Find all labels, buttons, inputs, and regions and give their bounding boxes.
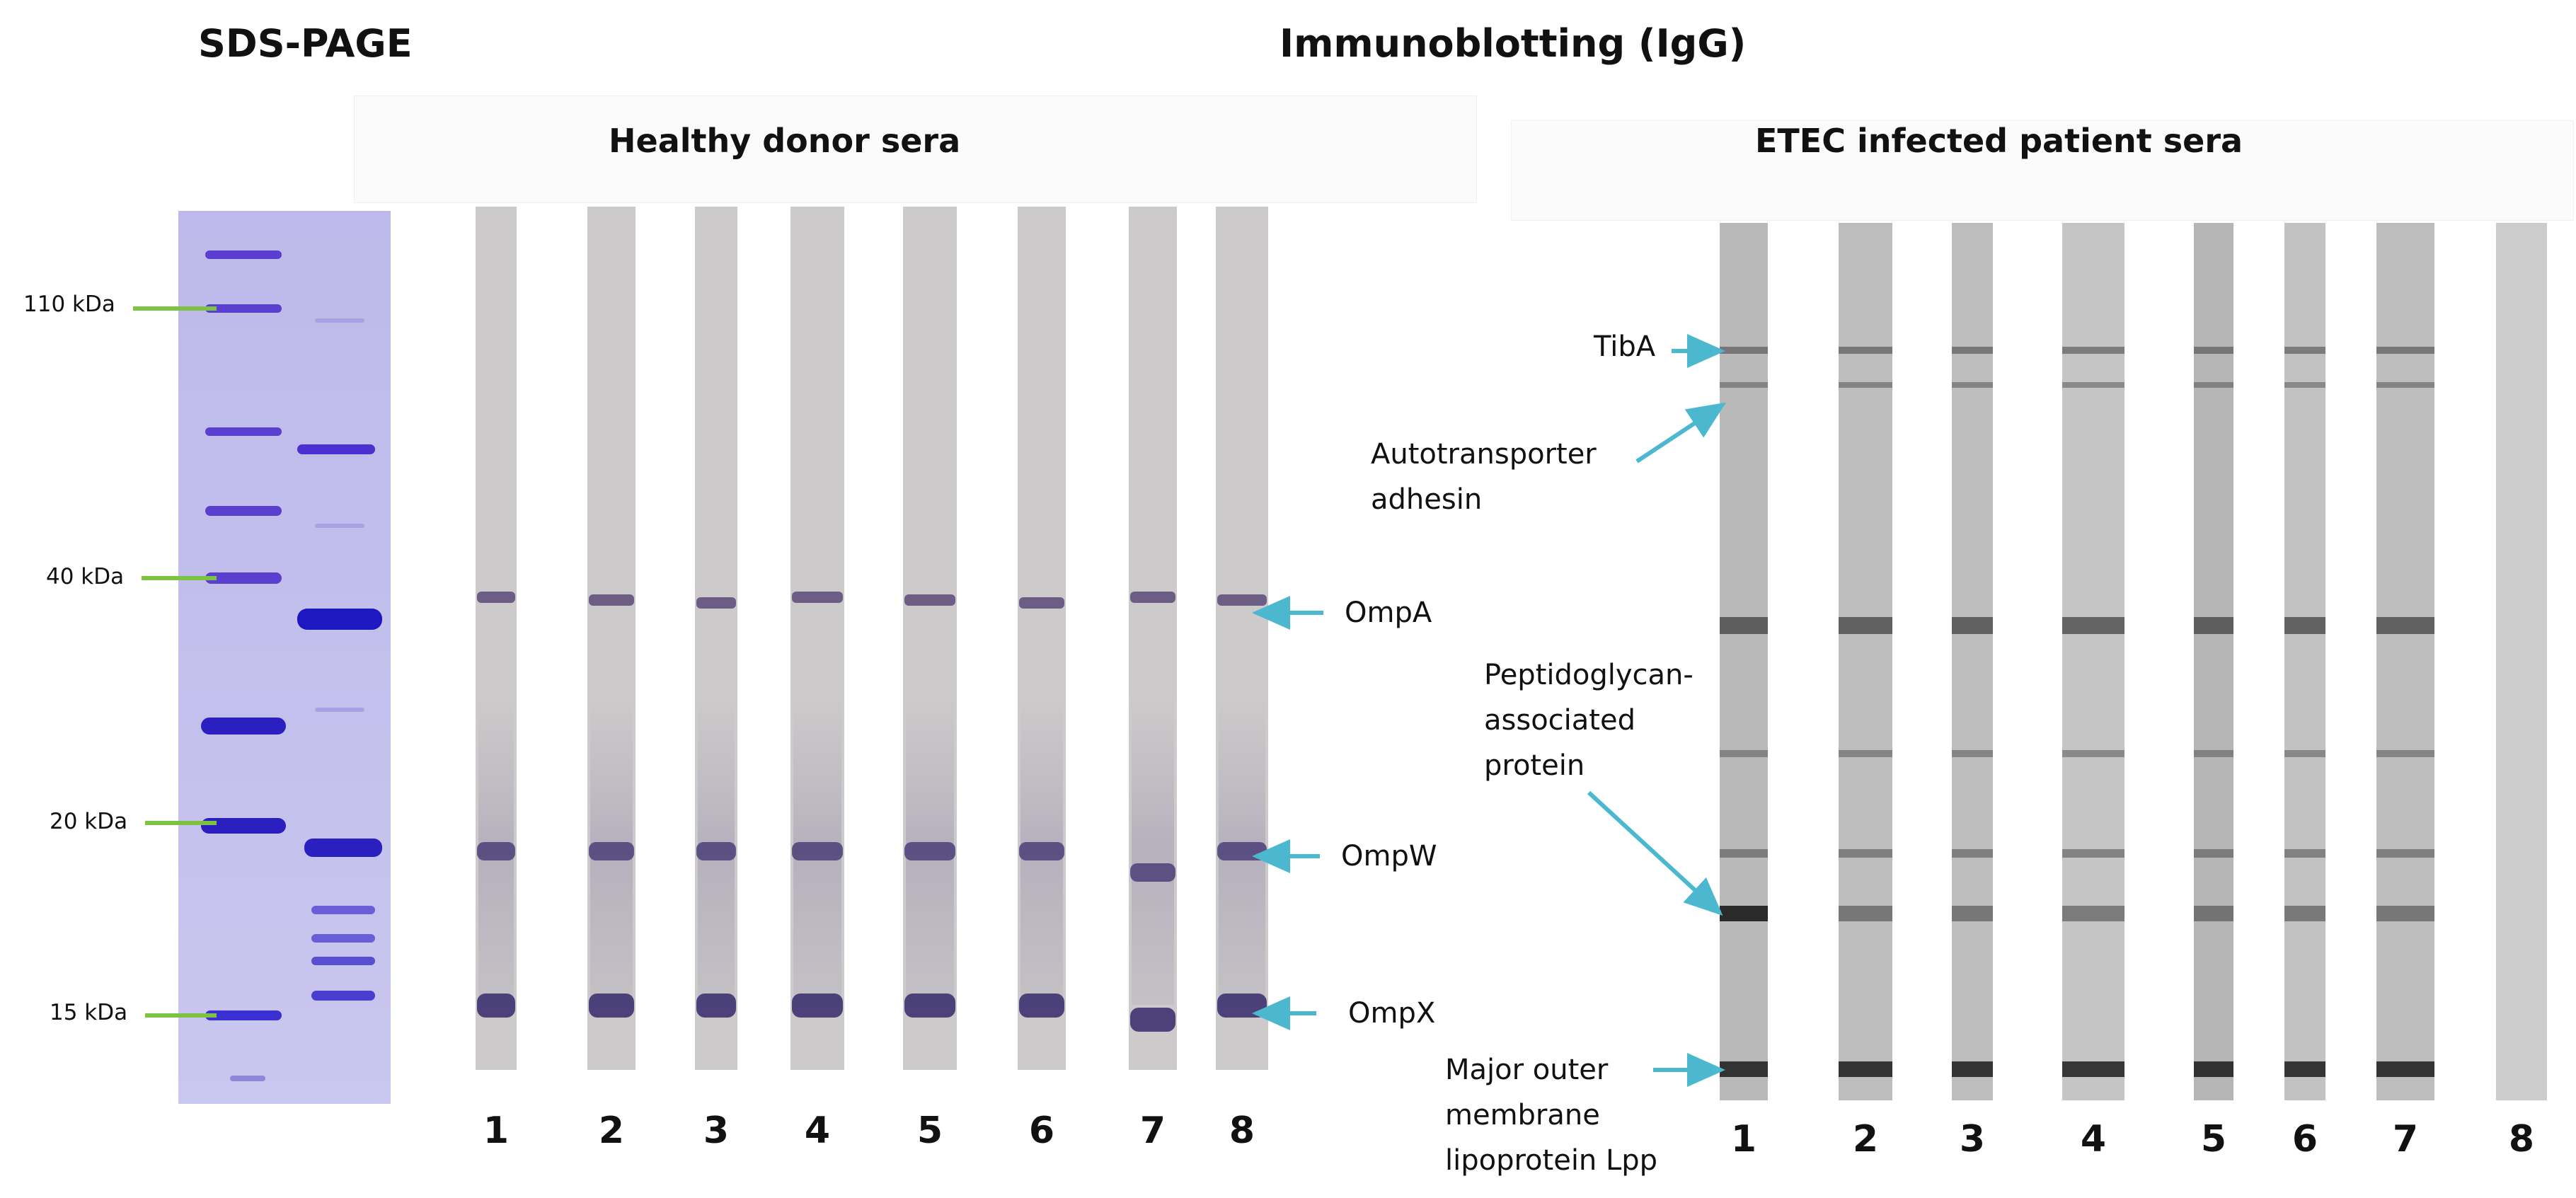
etec-strip: [1720, 223, 1768, 1100]
immunoblotting-title: Immunoblotting (IgG): [1280, 21, 1747, 66]
etec-strip: [2284, 223, 2325, 1100]
lane-number: 8: [1229, 1110, 1255, 1152]
marker-label-40: 40 kDa: [46, 564, 125, 589]
sds-page-title: SDS-PAGE: [198, 21, 413, 66]
healthy-strip: [1129, 207, 1177, 1070]
healthy-strip: [695, 207, 737, 1070]
lane-number: 7: [2392, 1118, 2419, 1160]
sds-gel: [133, 211, 391, 1104]
pal-label: Peptidoglycan- associated protein: [1484, 652, 1694, 788]
autotransporter-label: Autotransporter adhesin: [1371, 432, 1597, 522]
marker-label-15: 15 kDa: [50, 1000, 128, 1025]
ompw-label: OmpW: [1341, 840, 1437, 872]
healthy-strip: [790, 207, 844, 1070]
etec-strip: [2194, 223, 2233, 1100]
healthy-strip: [1018, 207, 1066, 1070]
lane-number: 6: [2292, 1118, 2318, 1160]
etec-header-panel: [1511, 120, 2574, 221]
callout-arrows: [1252, 334, 1727, 1087]
etec-strip: [1952, 223, 1993, 1100]
lane-number: 4: [2080, 1118, 2107, 1160]
healthy-strip: [587, 207, 636, 1070]
lpp-label: Major outer membrane lipoprotein Lpp: [1445, 1047, 1657, 1183]
etec-strip: [2376, 223, 2434, 1100]
marker-label-110: 110 kDa: [23, 292, 115, 317]
lpp-line1: Major outer: [1445, 1054, 1609, 1086]
lane-number: 2: [598, 1110, 625, 1152]
lane-number: 3: [703, 1110, 730, 1152]
pal-line1: Peptidoglycan-: [1484, 659, 1694, 691]
autotransporter-line1: Autotransporter: [1371, 438, 1597, 471]
marker-lines: [133, 306, 217, 1018]
pal-arrow: [1587, 790, 1723, 916]
lpp-line2: membrane: [1445, 1099, 1600, 1131]
healthy-strips: [476, 207, 1268, 1070]
lane-number: 8: [2508, 1118, 2535, 1160]
lane-number: 2: [1852, 1118, 1879, 1160]
marker-label-20: 20 kDa: [50, 809, 128, 834]
lane-number: 6: [1028, 1110, 1055, 1152]
lane-number: 5: [2200, 1118, 2227, 1160]
lane-number: 1: [1730, 1118, 1757, 1160]
autotransporter-arrow: [1635, 402, 1727, 463]
ompa-label: OmpA: [1345, 597, 1432, 629]
sample-lane-bands: [297, 318, 382, 1001]
healthy-header-panel: [354, 96, 1477, 203]
lane-number: 5: [916, 1110, 943, 1152]
healthy-strip: [1216, 207, 1268, 1070]
etec-strip: [2496, 223, 2547, 1100]
lane-number: 7: [1139, 1110, 1166, 1152]
healthy-strip: [903, 207, 957, 1070]
pal-line2: associated: [1484, 704, 1635, 737]
ompx-label: OmpX: [1348, 997, 1436, 1030]
ladder-bands: [201, 250, 286, 1081]
lane-number: 4: [804, 1110, 831, 1152]
etec-patient-title: ETEC infected patient sera: [1755, 122, 2243, 160]
etec-strips: [1720, 223, 2547, 1100]
autotransporter-line2: adhesin: [1371, 483, 1483, 516]
etec-strip: [2062, 223, 2124, 1100]
lane-number: 1: [483, 1110, 510, 1152]
lpp-line3: lipoprotein Lpp: [1445, 1144, 1658, 1177]
etec-strip: [1839, 223, 1892, 1100]
healthy-donor-title: Healthy donor sera: [609, 122, 961, 160]
tiba-label: TibA: [1594, 330, 1656, 363]
healthy-strip: [476, 207, 517, 1070]
pal-line3: protein: [1484, 749, 1585, 782]
lane-number: 3: [1959, 1118, 1986, 1160]
